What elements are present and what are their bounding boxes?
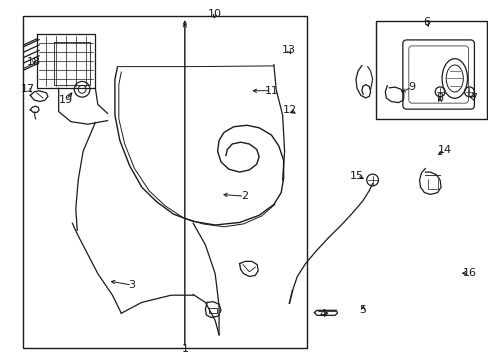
Text: 10: 10 bbox=[208, 9, 222, 19]
Text: 3: 3 bbox=[128, 280, 135, 290]
Bar bbox=[23, 16, 306, 348]
Text: 11: 11 bbox=[264, 86, 278, 96]
Text: 17: 17 bbox=[21, 84, 35, 94]
Text: 4: 4 bbox=[319, 309, 325, 319]
Text: 19: 19 bbox=[59, 95, 73, 105]
Text: 15: 15 bbox=[349, 171, 363, 181]
Text: 12: 12 bbox=[282, 105, 296, 115]
Text: 13: 13 bbox=[281, 45, 295, 55]
Text: 14: 14 bbox=[437, 145, 451, 156]
Text: 1: 1 bbox=[181, 344, 188, 354]
Text: 2: 2 bbox=[241, 191, 247, 201]
Text: 8: 8 bbox=[436, 93, 443, 103]
Text: 16: 16 bbox=[462, 268, 475, 278]
Bar bbox=[375, 21, 486, 119]
Text: 6: 6 bbox=[422, 17, 429, 27]
Text: 7: 7 bbox=[469, 93, 476, 103]
Text: 5: 5 bbox=[359, 305, 366, 315]
Text: 9: 9 bbox=[407, 82, 414, 92]
Text: 18: 18 bbox=[27, 57, 41, 67]
